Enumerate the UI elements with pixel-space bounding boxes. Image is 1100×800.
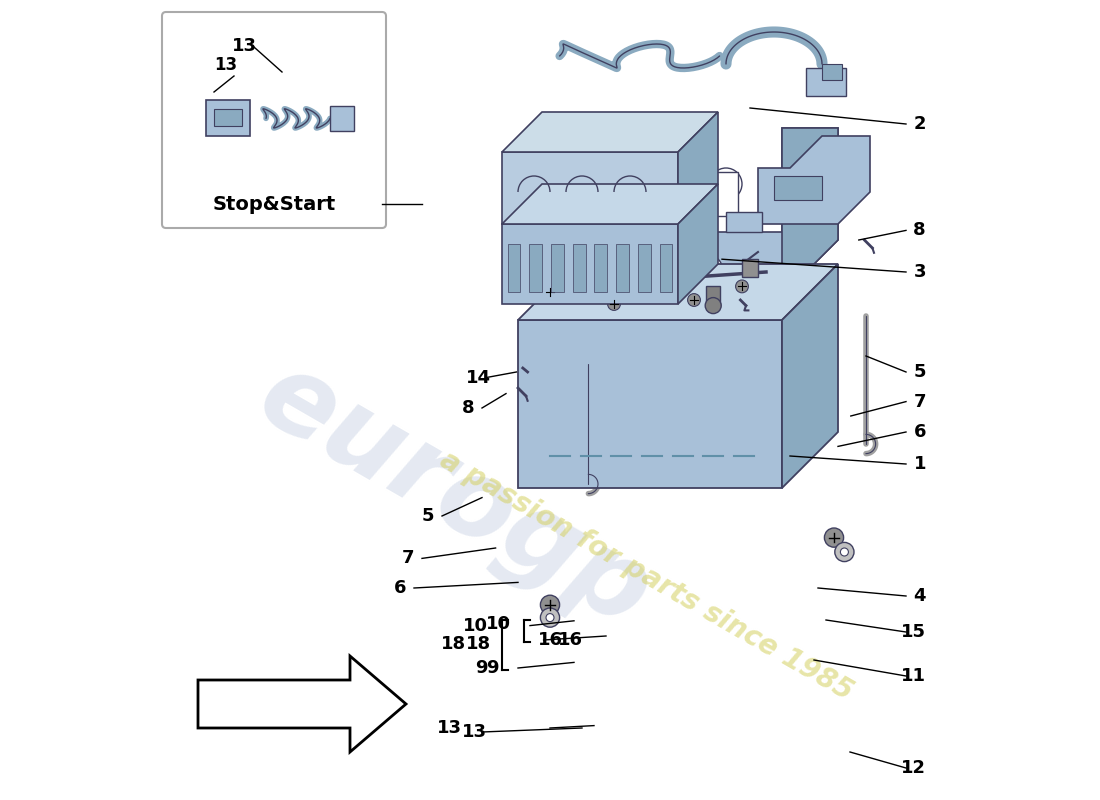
Polygon shape	[518, 320, 782, 488]
Polygon shape	[526, 128, 838, 296]
Text: 8: 8	[913, 222, 926, 239]
Text: 5: 5	[422, 507, 435, 525]
FancyBboxPatch shape	[162, 12, 386, 228]
Circle shape	[824, 528, 844, 547]
Polygon shape	[518, 264, 838, 320]
FancyBboxPatch shape	[594, 244, 607, 292]
Text: 11: 11	[901, 667, 926, 685]
FancyBboxPatch shape	[330, 106, 354, 131]
FancyBboxPatch shape	[551, 244, 564, 292]
Text: 6: 6	[394, 579, 407, 597]
Text: 3: 3	[913, 263, 926, 281]
Text: 5: 5	[913, 363, 926, 381]
Text: 14: 14	[466, 369, 491, 386]
FancyBboxPatch shape	[507, 244, 520, 292]
Circle shape	[688, 294, 701, 306]
Circle shape	[840, 548, 848, 556]
Polygon shape	[782, 264, 838, 488]
Text: 1: 1	[913, 455, 926, 473]
Text: 16: 16	[558, 631, 583, 649]
Text: Stop&Start: Stop&Start	[212, 194, 336, 214]
FancyBboxPatch shape	[206, 100, 250, 136]
Circle shape	[546, 614, 554, 622]
Text: 13: 13	[437, 719, 462, 737]
Text: 13: 13	[232, 37, 257, 54]
Circle shape	[705, 298, 722, 314]
Text: 18: 18	[441, 635, 466, 653]
Text: 8: 8	[462, 399, 474, 417]
FancyBboxPatch shape	[742, 259, 758, 277]
Circle shape	[578, 256, 602, 280]
Polygon shape	[502, 184, 718, 224]
Circle shape	[646, 168, 678, 200]
Circle shape	[698, 256, 722, 280]
Text: 13: 13	[214, 56, 238, 74]
Text: 16: 16	[538, 631, 563, 649]
FancyBboxPatch shape	[660, 244, 672, 292]
Text: 10: 10	[486, 615, 512, 633]
Text: 9: 9	[486, 659, 498, 677]
Text: 13: 13	[462, 723, 487, 741]
FancyBboxPatch shape	[774, 176, 822, 200]
Polygon shape	[198, 656, 406, 752]
Polygon shape	[678, 112, 718, 224]
Text: 4: 4	[913, 587, 926, 605]
Circle shape	[607, 298, 620, 310]
Text: 9: 9	[475, 659, 487, 677]
FancyBboxPatch shape	[726, 212, 762, 232]
Polygon shape	[758, 136, 870, 224]
Text: 2: 2	[913, 115, 926, 133]
FancyBboxPatch shape	[638, 244, 651, 292]
Circle shape	[540, 608, 560, 627]
Text: 7: 7	[402, 550, 415, 567]
FancyBboxPatch shape	[529, 244, 542, 292]
FancyBboxPatch shape	[616, 244, 629, 292]
Text: 18: 18	[466, 635, 491, 653]
Text: 7: 7	[913, 393, 926, 410]
Text: 15: 15	[901, 623, 926, 641]
Polygon shape	[502, 224, 678, 304]
Circle shape	[835, 542, 854, 562]
Polygon shape	[782, 128, 838, 296]
FancyBboxPatch shape	[602, 152, 674, 216]
Circle shape	[710, 168, 742, 200]
Text: 10: 10	[463, 617, 487, 634]
Circle shape	[540, 595, 560, 614]
Text: 12: 12	[901, 759, 926, 777]
FancyBboxPatch shape	[822, 64, 842, 80]
FancyBboxPatch shape	[573, 244, 585, 292]
FancyBboxPatch shape	[706, 286, 721, 306]
Text: a passion for parts since 1985: a passion for parts since 1985	[434, 446, 857, 706]
Text: eurogp: eurogp	[240, 342, 669, 650]
FancyBboxPatch shape	[806, 68, 846, 96]
Polygon shape	[678, 184, 718, 304]
Text: 6: 6	[913, 423, 926, 441]
Circle shape	[572, 198, 592, 218]
Circle shape	[543, 286, 557, 298]
Polygon shape	[502, 152, 678, 224]
FancyBboxPatch shape	[214, 109, 242, 126]
FancyBboxPatch shape	[694, 172, 738, 216]
Circle shape	[736, 280, 748, 293]
Polygon shape	[502, 112, 718, 152]
